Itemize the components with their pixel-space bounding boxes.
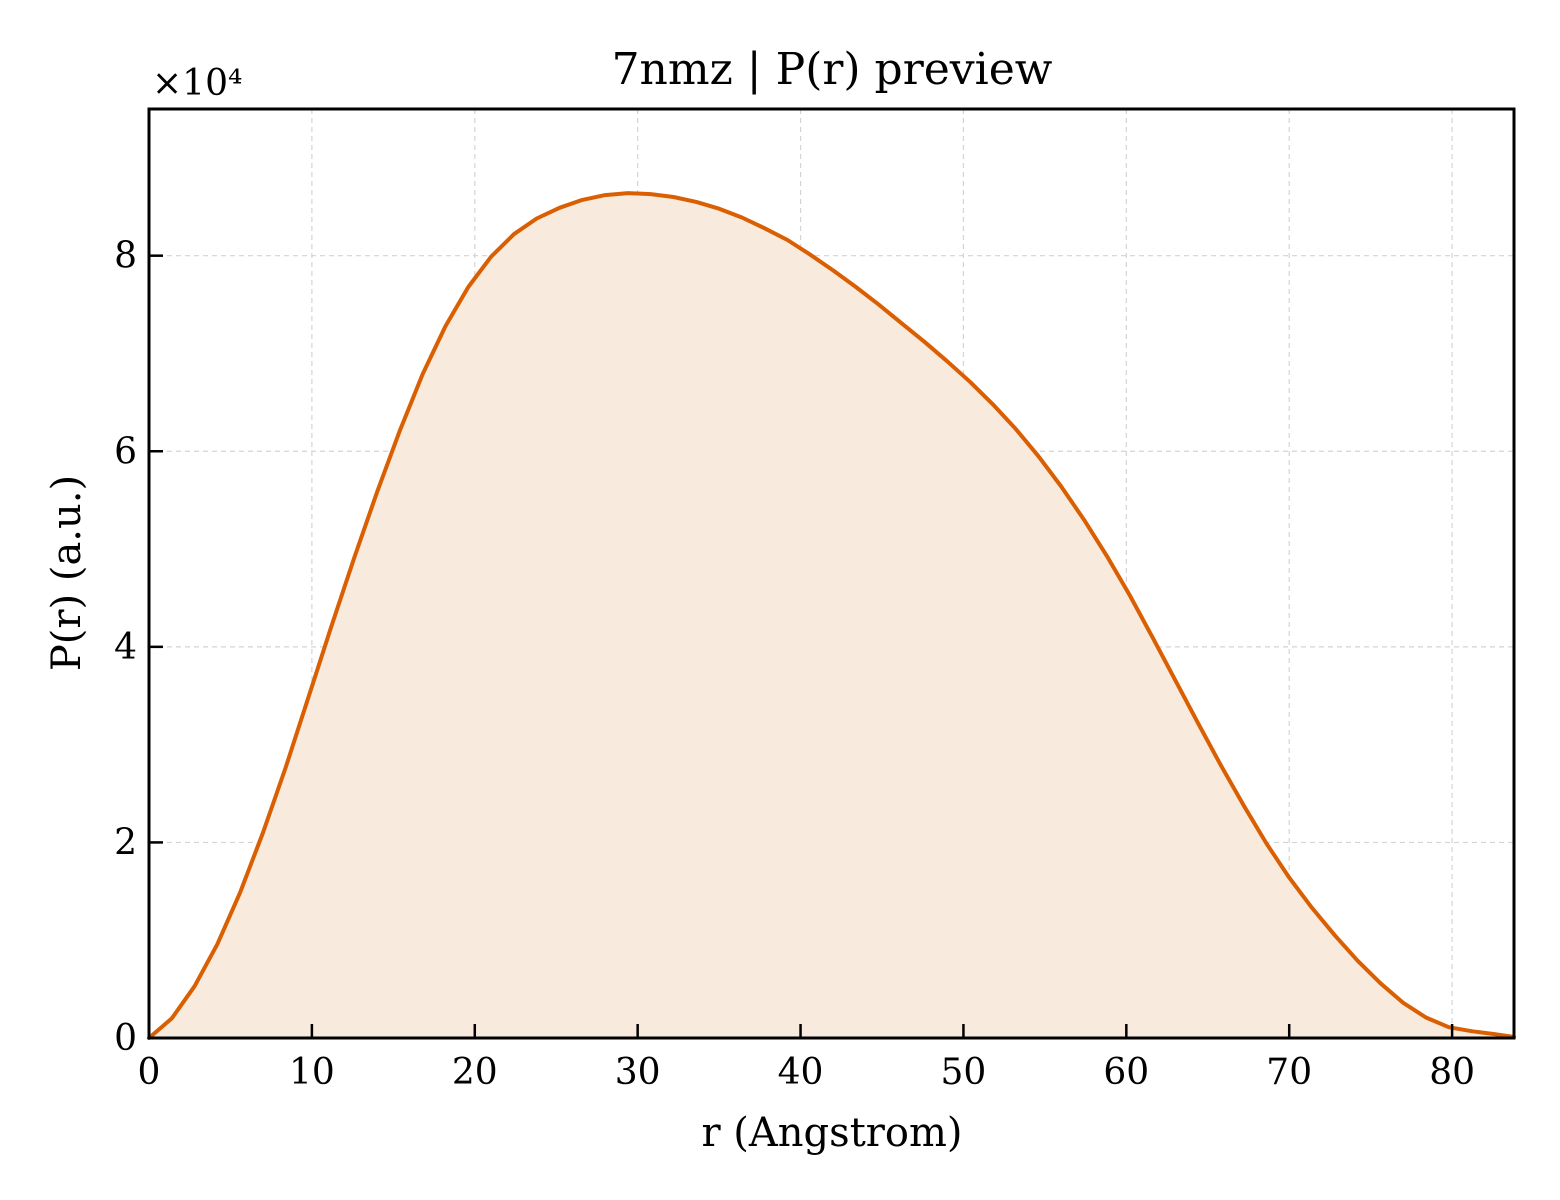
x-tick-label: 50	[941, 1052, 987, 1093]
y-tick-label: 8	[114, 236, 137, 277]
x-tick-label: 80	[1429, 1052, 1475, 1093]
x-tick-label: 20	[452, 1052, 498, 1093]
x-tick-label: 40	[778, 1052, 824, 1093]
y-tick-label: 4	[114, 627, 137, 668]
x-axis-label: r (Angstrom)	[701, 1110, 962, 1156]
y-tick-label: 0	[114, 1018, 137, 1059]
x-tick-label: 60	[1103, 1052, 1149, 1093]
y-axis-label: P(r) (a.u.)	[44, 475, 90, 671]
x-tick-label: 30	[615, 1052, 661, 1093]
pr-curve-line	[147, 191, 1516, 1040]
x-tick-label: 10	[289, 1052, 335, 1093]
x-tick-label: 70	[1266, 1052, 1312, 1093]
y-axis-multiplier: ×10⁴	[152, 63, 242, 104]
y-tick-label: 6	[114, 431, 137, 472]
x-tick-label: 0	[138, 1052, 161, 1093]
axis-ticks: 0 10 20 30 40 50 60 70 80 0 2 4 6 8	[114, 236, 1475, 1093]
chart-title: 7nmz | P(r) preview	[612, 44, 1053, 95]
plot-frame	[147, 107, 1516, 1040]
y-tick-label: 2	[114, 822, 137, 863]
pr-area-fill	[149, 193, 1514, 1039]
